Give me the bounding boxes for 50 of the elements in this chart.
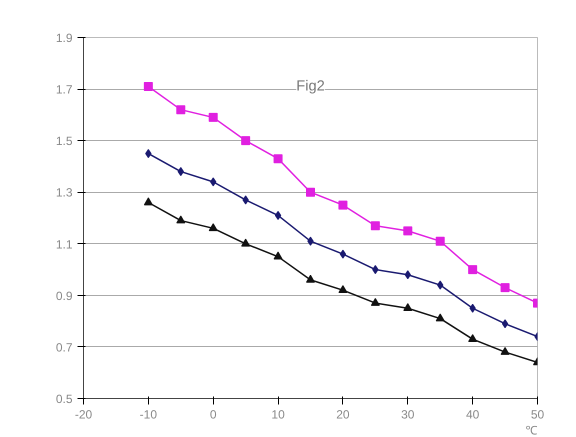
point [500, 346, 510, 355]
point [176, 105, 186, 114]
x-tick-label: 50 [530, 408, 544, 422]
point [144, 82, 153, 91]
point [403, 226, 412, 236]
point [370, 221, 380, 230]
x-tick-label: -10 [140, 408, 158, 422]
point [274, 210, 282, 220]
y-tick-label: 1.5 [56, 134, 73, 148]
point [241, 136, 250, 146]
point [274, 154, 283, 164]
point [436, 313, 445, 322]
x-tick-label: 20 [336, 408, 350, 422]
point [338, 285, 348, 294]
point [307, 236, 314, 246]
point [403, 303, 412, 312]
point [372, 265, 379, 274]
point [274, 252, 283, 260]
point [468, 265, 478, 274]
point [500, 283, 510, 292]
y-tick-label: 1.3 [56, 186, 73, 200]
point [242, 195, 249, 204]
point [340, 250, 346, 259]
y-tick-label: 1.1 [56, 237, 73, 252]
point [502, 319, 508, 328]
x-tick-label: 0 [210, 408, 217, 422]
x-tick-label: 30 [401, 408, 415, 422]
point [241, 238, 250, 247]
point [469, 304, 476, 313]
y-tick-label: 0.5 [56, 392, 73, 406]
point [370, 298, 380, 306]
point [468, 334, 478, 342]
point [436, 236, 445, 246]
y-tick-label: 1.9 [56, 31, 73, 45]
text: ℃ [526, 424, 538, 437]
x-tick-label: 10 [271, 408, 286, 422]
x-tick-label: -20 [74, 408, 92, 422]
point [176, 215, 186, 224]
point [306, 188, 315, 197]
point [208, 112, 218, 122]
y-tick-label: 0.9 [56, 288, 73, 303]
point [208, 223, 218, 232]
point [144, 197, 153, 206]
x-tick-label: 40 [466, 408, 480, 422]
text: Fig2 [296, 78, 325, 94]
point [306, 274, 315, 283]
point [338, 200, 348, 210]
y-tick-label: 1.7 [56, 82, 73, 97]
point [145, 149, 152, 158]
y-tick-label: 0.7 [56, 340, 73, 354]
